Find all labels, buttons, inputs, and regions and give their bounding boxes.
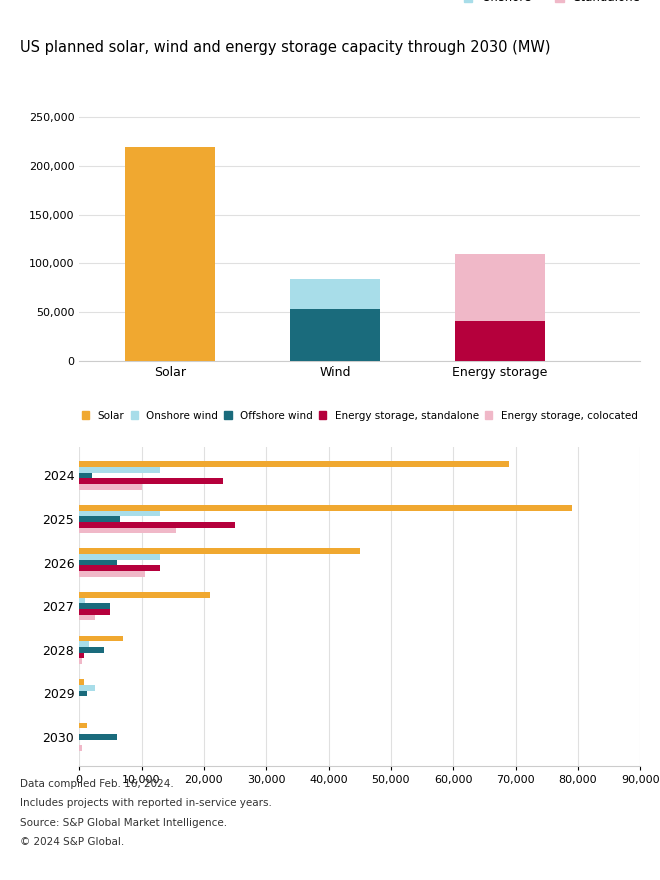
Bar [125,148,215,361]
Text: Includes projects with reported in-service years.: Includes projects with reported in-servi… [20,798,272,808]
Bar [79,527,176,533]
Bar [79,484,141,489]
Bar [79,642,88,647]
Bar [79,653,84,658]
Bar [79,467,160,473]
Bar [79,679,84,685]
Bar [79,609,110,614]
Bar [79,571,145,576]
Bar [455,253,545,320]
Text: Data compiled Feb. 16, 2024.: Data compiled Feb. 16, 2024. [20,779,174,788]
Bar [79,635,123,642]
Text: © 2024 S&P Global.: © 2024 S&P Global. [20,837,124,847]
Text: US planned solar, wind and energy storage capacity through 2030 (MW): US planned solar, wind and energy storag… [20,40,550,55]
Bar [290,279,380,309]
Bar [79,685,95,691]
Bar [79,614,95,620]
Bar [79,554,160,560]
Bar [79,560,117,566]
Bar [79,473,92,478]
Bar [79,658,82,664]
Bar [79,722,86,729]
Legend: Onshore, Offshore, Colocated, Standalone: Onshore, Offshore, Colocated, Standalone [464,0,640,4]
Bar [79,592,210,598]
Bar [79,745,82,752]
Bar [79,505,572,510]
Bar [79,517,119,522]
Bar [79,461,510,467]
Bar [79,734,117,740]
Text: Source: S&P Global Market Intelligence.: Source: S&P Global Market Intelligence. [20,818,227,827]
Legend: Solar, Onshore wind, Offshore wind, Energy storage, standalone, Energy storage, : Solar, Onshore wind, Offshore wind, Ener… [82,410,638,421]
Bar [79,478,222,484]
Bar [79,522,235,527]
Bar [79,604,110,609]
Bar [79,510,160,517]
Bar [79,647,104,653]
Bar [79,566,160,571]
Bar [290,309,380,361]
Bar [79,598,85,604]
Bar [79,548,360,554]
Bar [455,320,545,361]
Bar [79,691,86,696]
